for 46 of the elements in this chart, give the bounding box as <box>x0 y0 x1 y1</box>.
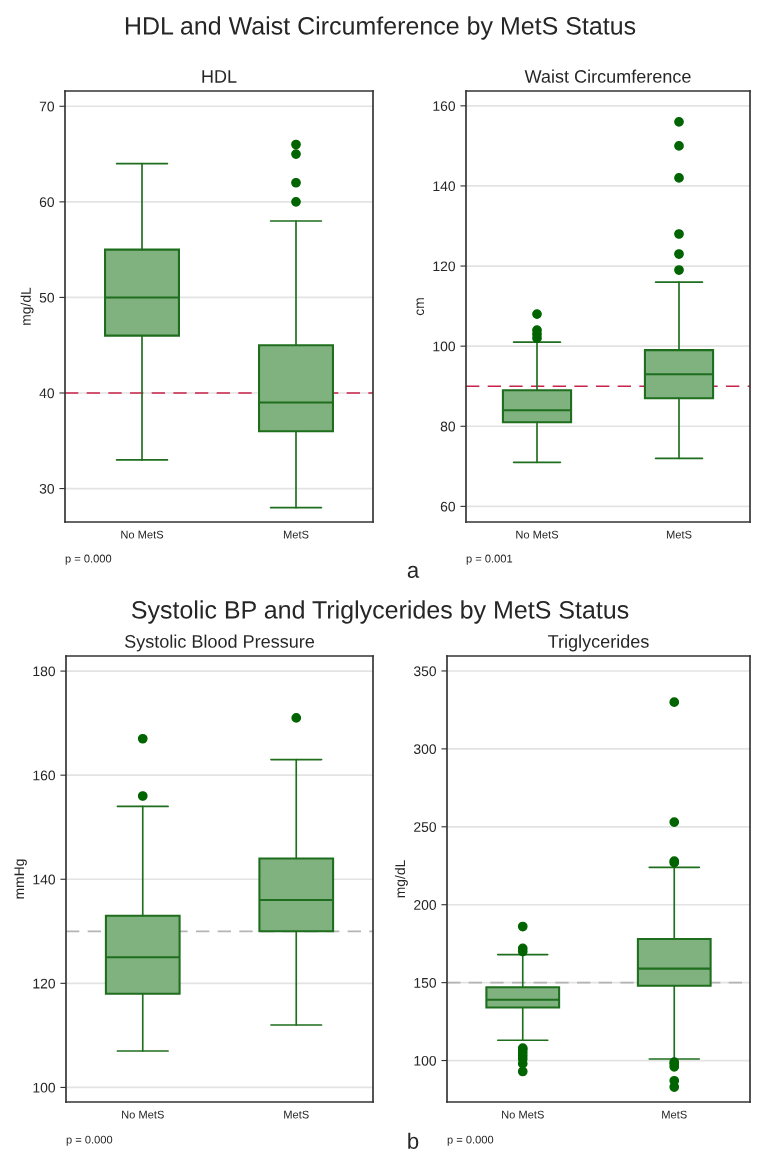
y-tick-label: 160 <box>33 770 56 781</box>
y-tick-label: 60 <box>440 501 456 512</box>
x-tick-label: MetS <box>284 1110 309 1119</box>
y-tick-label: 70 <box>39 101 55 112</box>
x-tick-label: MetS <box>666 530 692 539</box>
y-tick-label: 100 <box>414 1055 437 1066</box>
y-tick-label: 100 <box>33 1082 56 1093</box>
y-axis-title: cm <box>416 298 425 316</box>
chart-title: Systolic Blood Pressure <box>124 634 315 652</box>
y-tick-label: 30 <box>39 483 55 494</box>
y-axis-title: mg/dL <box>20 287 34 325</box>
text: a <box>407 565 420 578</box>
y-tick-label: 50 <box>39 292 55 303</box>
x-tick-label: No MetS <box>122 1110 164 1119</box>
y-tick-label: 80 <box>440 421 456 432</box>
y-tick-label: 160 <box>433 101 456 111</box>
y-tick-label: 140 <box>433 181 456 192</box>
y-tick-label: 300 <box>413 744 437 755</box>
y-axis-title: mmHg <box>14 859 27 899</box>
x-tick-label: MetS <box>283 530 309 539</box>
text: p = 0.000 <box>66 1135 113 1146</box>
x-tick-label: No MetS <box>516 530 559 539</box>
text: p = 0.001 <box>466 554 513 565</box>
x-tick-label: No MetS <box>502 1110 544 1119</box>
y-tick-label: 350 <box>413 666 437 677</box>
y-tick-label: 150 <box>414 977 437 988</box>
text: p = 0.000 <box>65 554 112 565</box>
y-tick-label: 180 <box>33 666 56 677</box>
x-tick-label: No MetS <box>121 530 164 539</box>
text: HDL and Waist Circumference by MetS Status <box>125 16 636 40</box>
chart-title: Triglycerides <box>548 634 649 652</box>
y-tick-label: 60 <box>39 197 55 208</box>
y-tick-label: 120 <box>433 261 456 272</box>
y-axis-title: mg/dL <box>394 860 408 898</box>
chart-title: Waist Circumference <box>524 69 691 83</box>
y-tick-label: 40 <box>39 388 55 399</box>
text: Systolic BP and Triglycerides by MetS Status <box>131 600 629 624</box>
y-tick-label: 120 <box>33 978 56 989</box>
y-tick-label: 100 <box>433 341 456 352</box>
text: p = 0.000 <box>447 1135 494 1146</box>
x-tick-label: MetS <box>662 1110 687 1119</box>
y-tick-label: 140 <box>33 874 56 885</box>
text: b <box>408 1132 419 1149</box>
y-tick-label: 250 <box>414 822 437 832</box>
chart-title: HDL <box>202 70 237 83</box>
y-tick-label: 200 <box>414 900 437 910</box>
